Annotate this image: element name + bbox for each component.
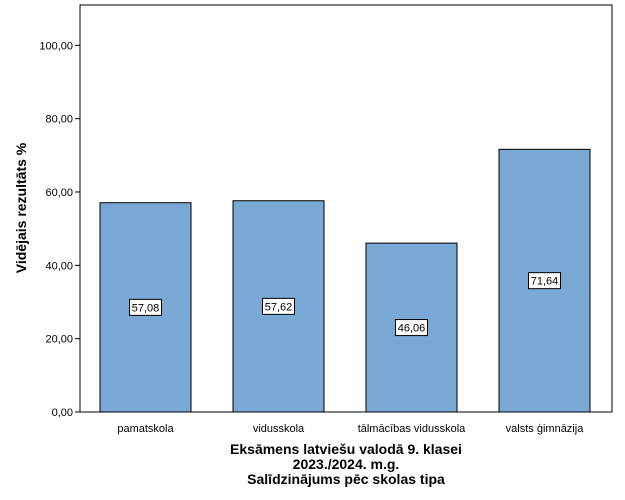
data-label: 71,64 <box>531 276 559 288</box>
x-axis-title-line-1: Eksāmens latviešu valodā 9. klasei <box>230 441 462 457</box>
bars-group <box>99 148 591 413</box>
y-axis-ticks: 0,00 20,00 40,00 60,00 80,00 100,00 <box>39 40 80 419</box>
y-tick-label: 100,00 <box>39 40 73 52</box>
y-tick-label: 20,00 <box>45 334 73 346</box>
data-label-box <box>528 272 561 290</box>
category-label: valsts ģimnāzija <box>506 422 585 435</box>
y-tick-label: 40,00 <box>45 260 73 272</box>
data-label: 57,08 <box>132 302 160 314</box>
data-label: 46,06 <box>398 323 426 335</box>
data-label-box <box>395 319 428 337</box>
x-axis-title-line-2: 2023./2024. m.g. <box>293 456 400 472</box>
category-labels-group: pamatskola vidusskola tālmācības vidusskol… <box>117 422 584 435</box>
category-label: tālmācības vidusskola <box>358 423 466 435</box>
y-axis-title: Vidējais rezultāts % <box>13 142 29 273</box>
category-label: vidusskola <box>253 423 305 435</box>
data-labels-group: 57,08 57,62 46,06 71,64 <box>129 272 561 337</box>
x-axis-title-line-3: Salīdzinājums pēc skolas tipa <box>247 471 445 487</box>
data-label-box <box>129 298 162 316</box>
data-label-box <box>262 297 295 315</box>
y-tick-label: 60,00 <box>45 187 73 199</box>
data-label: 57,62 <box>265 301 293 313</box>
category-label: pamatskola <box>117 423 174 435</box>
y-tick-label: 80,00 <box>45 114 73 126</box>
y-tick-label: 0,00 <box>52 407 73 419</box>
